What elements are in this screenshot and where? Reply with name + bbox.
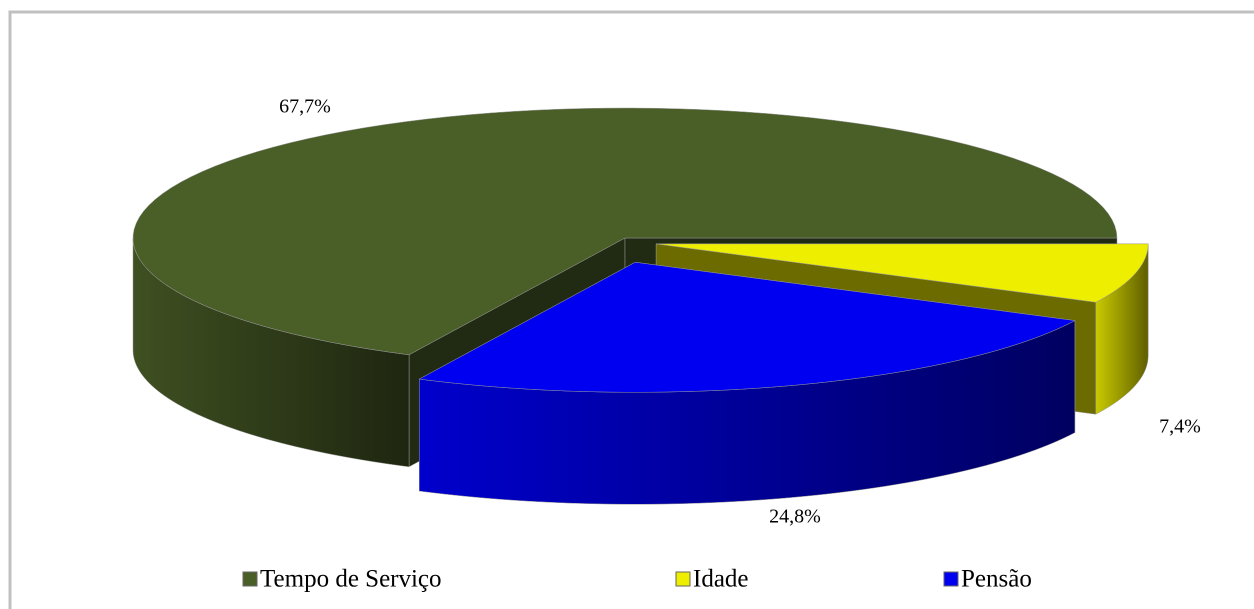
legend-label: Tempo de Serviço [260,566,442,593]
data-label: 24,8% [769,506,821,528]
pie-slice [418,261,1076,505]
slice-top [132,107,1118,356]
legend-swatch [242,571,258,587]
data-label: 7,4% [1159,416,1201,438]
legend-label: Idade [693,566,749,593]
legend-swatch [675,571,691,587]
slice-top [656,243,1149,303]
slice-top [418,261,1076,393]
legend-swatch [943,571,959,587]
chart-frame [8,10,1254,609]
data-label: 67,7% [279,96,331,118]
legend-label: Pensão [961,566,1032,593]
